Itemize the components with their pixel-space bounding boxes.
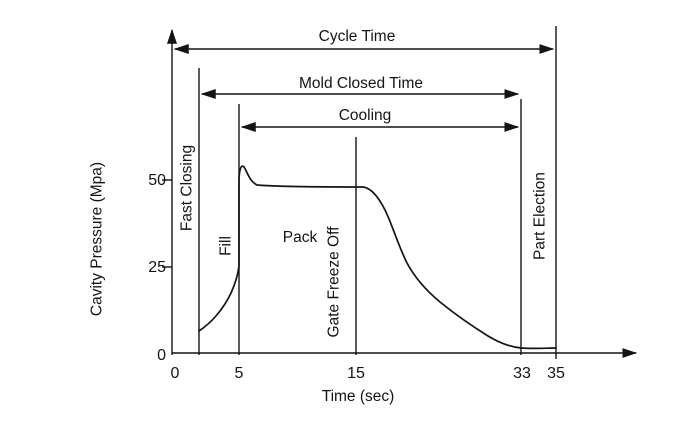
x-tick-label-5: 5 [235,365,244,382]
fast-closing-label: Fast Closing [178,145,195,231]
x-tick-label-0: 0 [171,365,180,382]
cooling-label: Cooling [339,107,392,124]
fill-label: Fill [217,236,234,256]
y-tick-label-50: 50 [148,172,166,189]
part-election-label: Part Election [531,172,548,260]
y-axis-title: Cavity Pressure (Mpa) [88,162,105,316]
x-tick-label-15: 15 [347,365,365,382]
pack-label: Pack [283,229,318,246]
x-tick-label-33: 33 [513,365,531,382]
y-tick-label-25: 25 [148,259,166,276]
x-tick-label-35: 35 [547,365,565,382]
mold-closed-time-label: Mold Closed Time [299,75,423,92]
pressure-curve [198,165,557,350]
x-axis-title: Time (sec) [322,388,395,405]
cycle-time-label: Cycle Time [319,28,396,45]
gate-freeze-off-label: Gate Freeze Off [325,226,342,338]
y-tick-label-0: 0 [157,347,166,364]
